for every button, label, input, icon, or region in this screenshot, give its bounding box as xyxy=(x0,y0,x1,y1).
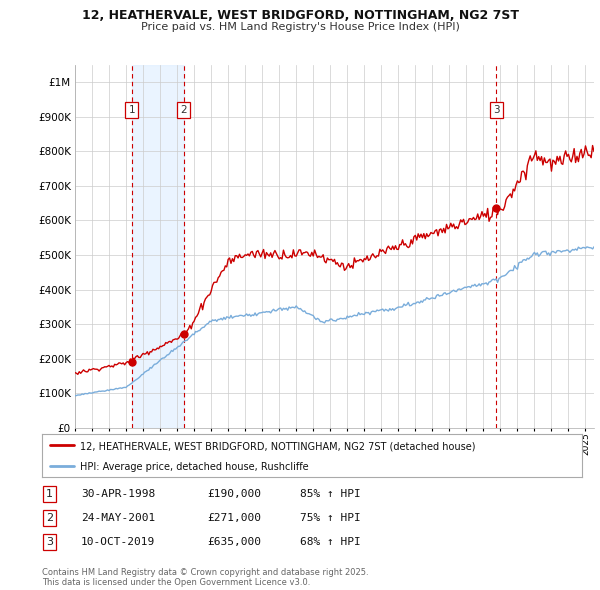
Bar xyxy=(131,65,184,428)
Text: 12, HEATHERVALE, WEST BRIDGFORD, NOTTINGHAM, NG2 7ST: 12, HEATHERVALE, WEST BRIDGFORD, NOTTING… xyxy=(82,9,518,22)
Text: 12, HEATHERVALE, WEST BRIDGFORD, NOTTINGHAM, NG2 7ST (detached house): 12, HEATHERVALE, WEST BRIDGFORD, NOTTING… xyxy=(80,441,475,451)
Text: 3: 3 xyxy=(46,537,53,547)
Text: Price paid vs. HM Land Registry's House Price Index (HPI): Price paid vs. HM Land Registry's House … xyxy=(140,22,460,32)
Text: 75% ↑ HPI: 75% ↑ HPI xyxy=(300,513,361,523)
Text: 85% ↑ HPI: 85% ↑ HPI xyxy=(300,489,361,499)
Text: 1: 1 xyxy=(46,489,53,499)
Text: 10-OCT-2019: 10-OCT-2019 xyxy=(81,537,155,547)
Text: 3: 3 xyxy=(493,105,500,115)
Text: £635,000: £635,000 xyxy=(207,537,261,547)
Text: HPI: Average price, detached house, Rushcliffe: HPI: Average price, detached house, Rush… xyxy=(80,461,308,471)
Text: 30-APR-1998: 30-APR-1998 xyxy=(81,489,155,499)
Text: 24-MAY-2001: 24-MAY-2001 xyxy=(81,513,155,523)
Text: £190,000: £190,000 xyxy=(207,489,261,499)
Text: 1: 1 xyxy=(128,105,135,115)
Text: 68% ↑ HPI: 68% ↑ HPI xyxy=(300,537,361,547)
Text: 2: 2 xyxy=(46,513,53,523)
Text: 2: 2 xyxy=(180,105,187,115)
Text: Contains HM Land Registry data © Crown copyright and database right 2025.
This d: Contains HM Land Registry data © Crown c… xyxy=(42,568,368,587)
Text: £271,000: £271,000 xyxy=(207,513,261,523)
